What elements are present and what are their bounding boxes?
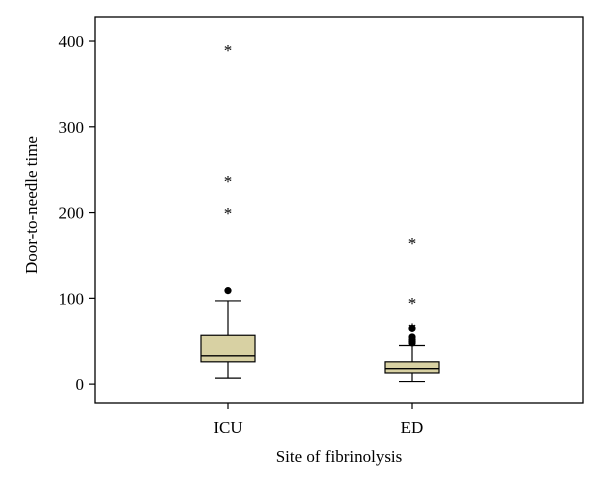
y-tick-label: 200 <box>59 204 85 223</box>
x-tick-label: ICU <box>213 418 242 437</box>
ed-outlier-point <box>408 333 416 341</box>
y-axis: 0 100 200 300 400 <box>59 32 95 394</box>
icu-extreme-outlier: * <box>224 172 233 191</box>
y-axis-label: Door-to-needle time <box>22 136 41 274</box>
icu-box <box>200 334 256 363</box>
y-tick-label: 300 <box>59 118 85 137</box>
plot-frame <box>94 16 584 404</box>
y-tick-label: 0 <box>76 375 85 394</box>
ed-outlier-point <box>408 324 416 332</box>
ed-extreme-outlier: * <box>408 320 417 339</box>
icu-extreme-outlier: * <box>224 204 233 223</box>
y-tick-label: 400 <box>59 32 85 51</box>
box-series: * * * * * * <box>200 41 440 383</box>
x-axis: ICU ED <box>213 403 423 437</box>
ed-extreme-outlier: * <box>408 234 417 253</box>
icu-extreme-outlier: * <box>224 41 233 60</box>
x-axis-label: Site of fibrinolysis <box>276 447 403 466</box>
ed-box <box>384 361 440 374</box>
icu-outlier-point <box>224 287 232 295</box>
ed-extreme-outlier: * <box>408 294 417 313</box>
x-tick-label: ED <box>401 418 424 437</box>
y-tick-label: 100 <box>59 289 85 308</box>
